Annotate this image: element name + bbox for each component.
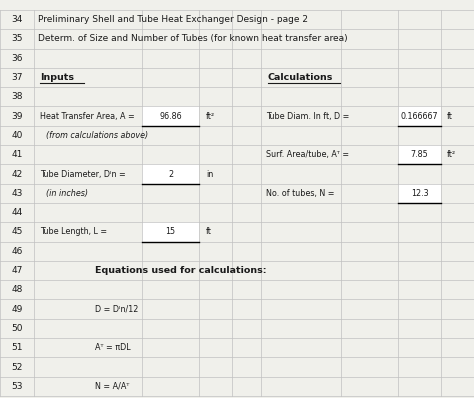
Text: ft: ft: [206, 227, 212, 236]
Text: N = A/Aᵀ: N = A/Aᵀ: [95, 382, 129, 391]
Text: Surf. Area/tube, Aᵀ =: Surf. Area/tube, Aᵀ =: [266, 150, 349, 159]
Text: No. of tubes, N =: No. of tubes, N =: [266, 189, 335, 198]
Text: ft: ft: [447, 111, 452, 121]
Text: Equations used for calculations:: Equations used for calculations:: [95, 266, 266, 275]
Text: 34: 34: [11, 15, 23, 24]
Text: Tube Length, L =: Tube Length, L =: [40, 227, 108, 236]
Text: 7.85: 7.85: [410, 150, 428, 159]
Text: 2: 2: [168, 170, 173, 179]
Text: 43: 43: [11, 189, 23, 198]
Text: 36: 36: [11, 54, 23, 63]
Text: Calculations: Calculations: [268, 73, 333, 82]
Text: (in inches): (in inches): [46, 189, 88, 198]
Text: 41: 41: [11, 150, 23, 159]
Text: 38: 38: [11, 92, 23, 101]
Text: 42: 42: [11, 170, 23, 179]
Bar: [142, 164, 199, 184]
Text: 51: 51: [11, 343, 23, 352]
Text: Heat Transfer Area, A =: Heat Transfer Area, A =: [40, 111, 135, 121]
Text: 40: 40: [11, 131, 23, 140]
Text: 12.3: 12.3: [410, 189, 428, 198]
Text: 96.86: 96.86: [159, 111, 182, 121]
Bar: [398, 107, 441, 126]
Text: in: in: [206, 170, 213, 179]
Text: 49: 49: [11, 304, 23, 314]
Text: 52: 52: [11, 363, 23, 372]
Text: 45: 45: [11, 227, 23, 236]
Text: 35: 35: [11, 34, 23, 43]
Text: Inputs: Inputs: [40, 73, 74, 82]
Text: 44: 44: [11, 208, 23, 217]
Text: 0.166667: 0.166667: [401, 111, 438, 121]
Text: 48: 48: [11, 285, 23, 295]
Text: 39: 39: [11, 111, 23, 121]
Text: 37: 37: [11, 73, 23, 82]
Text: (from calculations above): (from calculations above): [46, 131, 147, 140]
Bar: [398, 184, 441, 203]
Text: ft²: ft²: [447, 150, 456, 159]
Text: 15: 15: [165, 227, 176, 236]
Text: D = Dᴵn/12: D = Dᴵn/12: [95, 304, 138, 314]
Text: Tube Diameter, Dᴵn =: Tube Diameter, Dᴵn =: [40, 170, 126, 179]
Bar: [398, 145, 441, 164]
Text: 46: 46: [11, 247, 23, 256]
Text: 47: 47: [11, 266, 23, 275]
Text: Preliminary Shell and Tube Heat Exchanger Design - page 2: Preliminary Shell and Tube Heat Exchange…: [38, 15, 308, 24]
Bar: [142, 107, 199, 126]
Text: Tube Diam. In ft, D =: Tube Diam. In ft, D =: [266, 111, 350, 121]
Text: ft²: ft²: [206, 111, 215, 121]
Bar: [142, 222, 199, 242]
Text: 50: 50: [11, 324, 23, 333]
Text: Determ. of Size and Number of Tubes (for known heat transfer area): Determ. of Size and Number of Tubes (for…: [38, 34, 347, 43]
Text: 53: 53: [11, 382, 23, 391]
Text: Aᵀ = πDL: Aᵀ = πDL: [95, 343, 130, 352]
